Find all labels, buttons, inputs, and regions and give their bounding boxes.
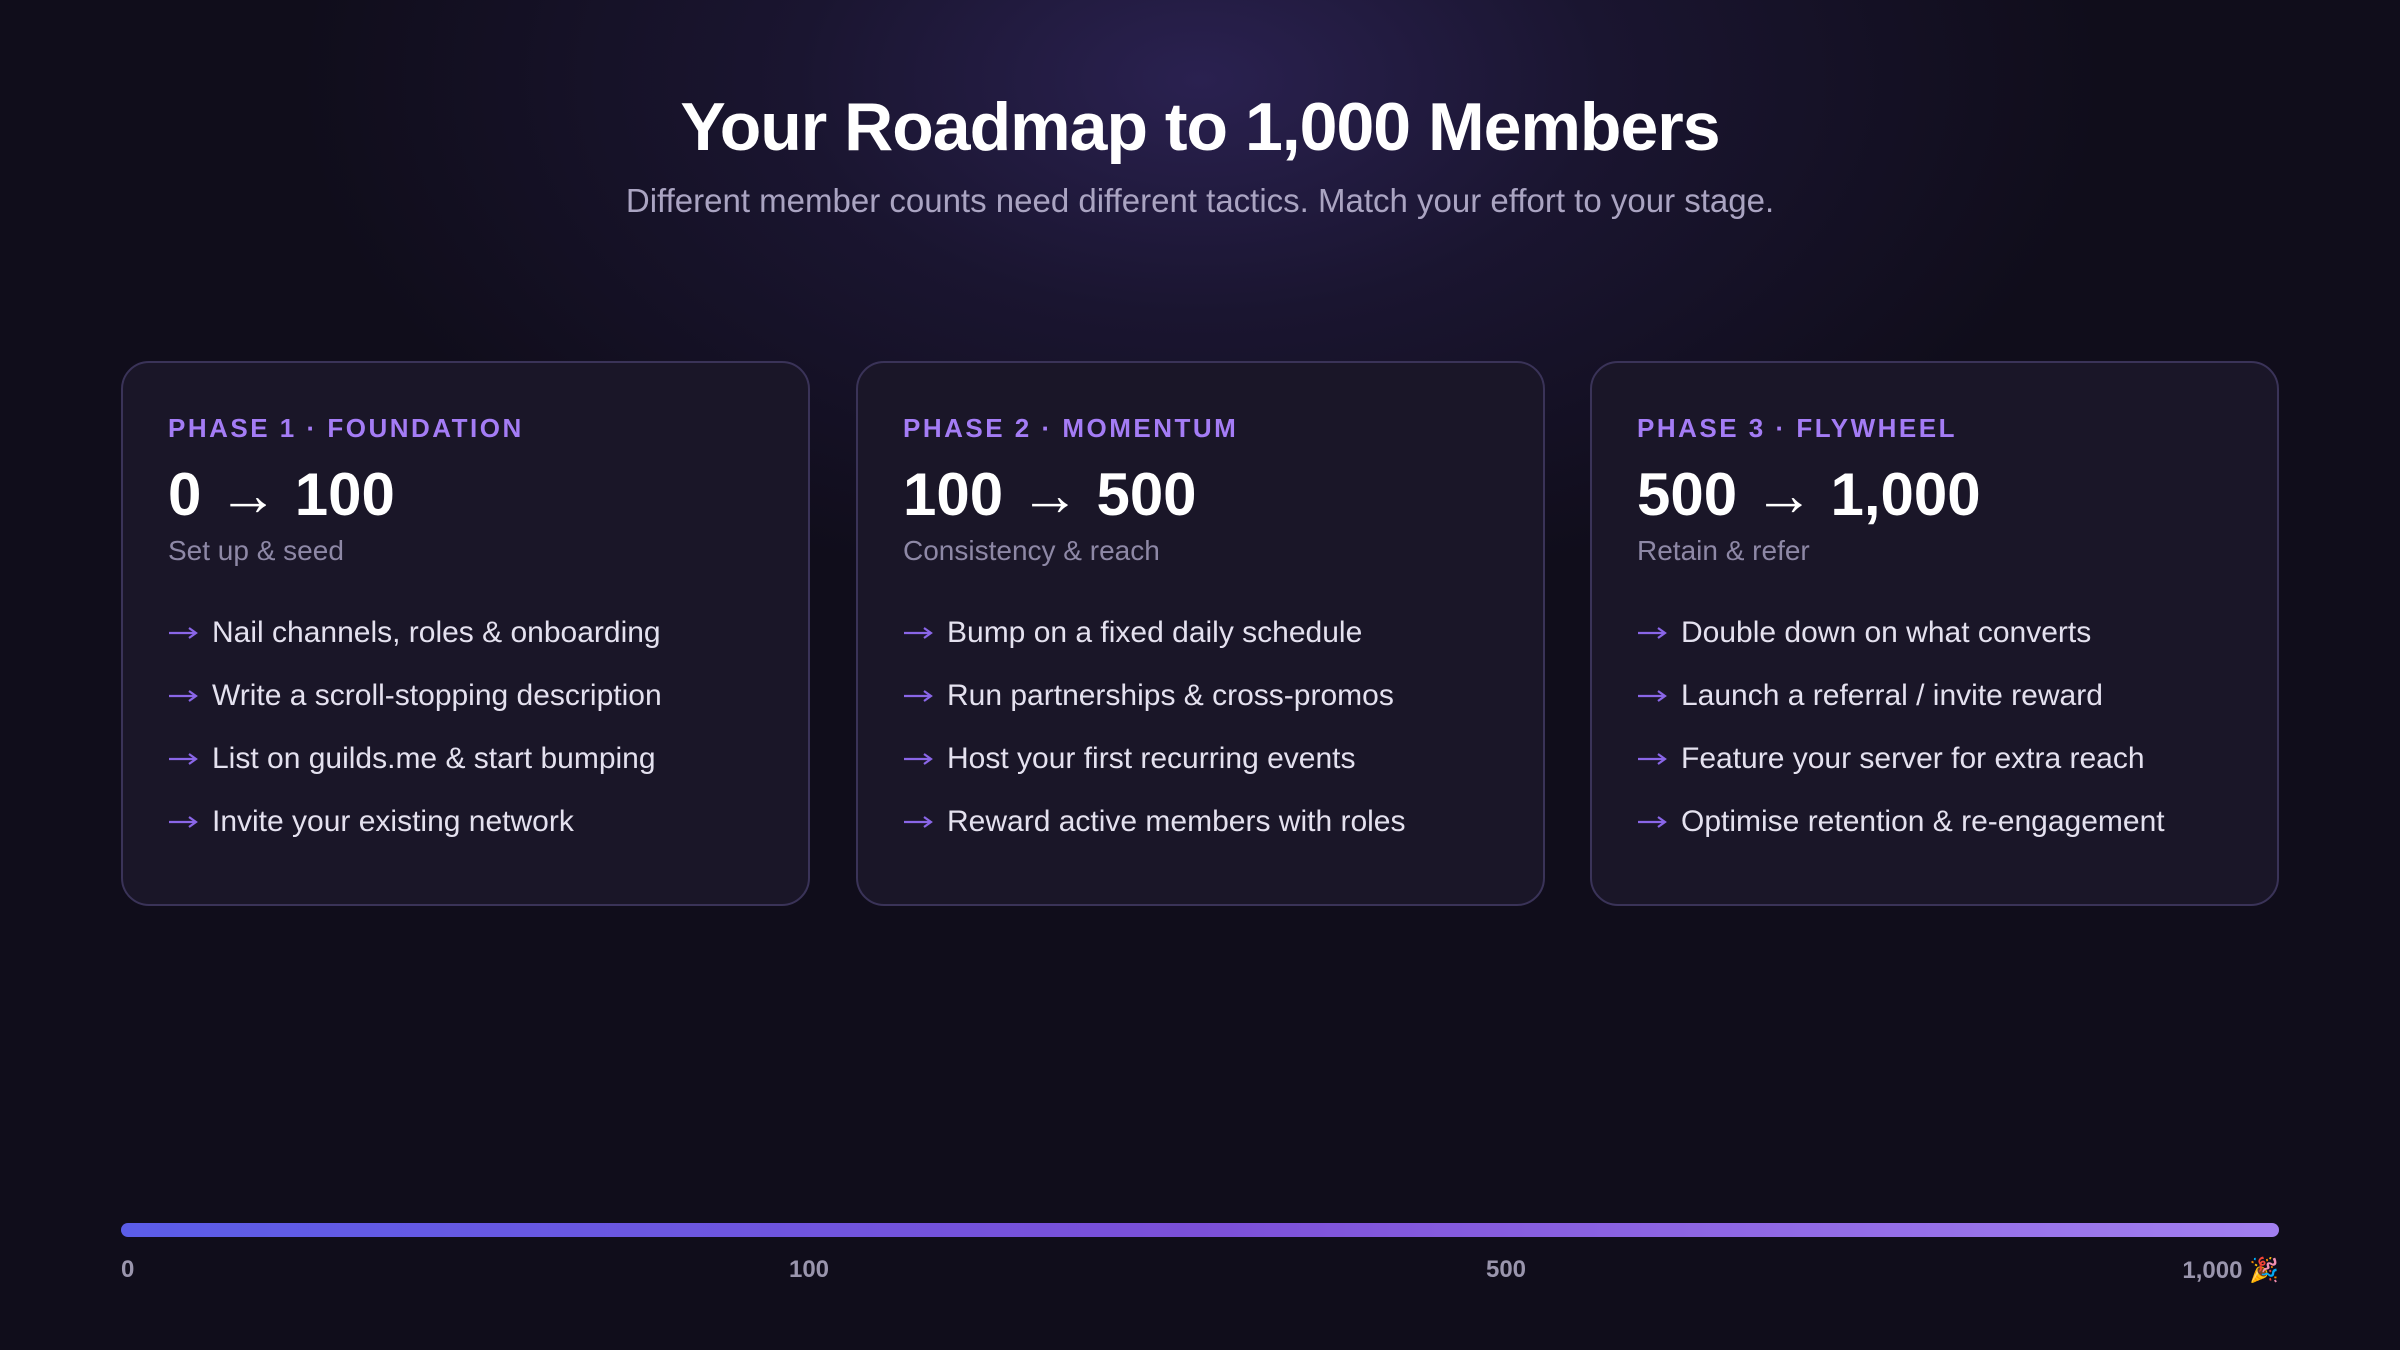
phase-tagline: Consistency & reach xyxy=(903,535,1160,566)
tactic-item: Optimise retention & re-engagement xyxy=(1637,790,2232,853)
arrow-icon xyxy=(169,752,198,765)
tactic-text: Host your first recurring events xyxy=(947,741,1356,775)
tactic-item: Bump on a fixed daily schedule xyxy=(903,601,1498,664)
arrow-icon xyxy=(1638,689,1667,702)
phase-range: 500 → 1,000 xyxy=(1637,461,1981,528)
arrow-icon xyxy=(1638,752,1667,765)
phase-label: PHASE 2 · MOMENTUM xyxy=(903,413,1239,443)
arrow-icon xyxy=(169,626,198,639)
arrow-icon xyxy=(904,689,933,702)
tactic-text: Feature your server for extra reach xyxy=(1681,741,2145,775)
tactic-item: Write a scroll-stopping description xyxy=(168,664,763,727)
tactic-item: Launch a referral / invite reward xyxy=(1637,664,2232,727)
phase-label: PHASE 1 · FOUNDATION xyxy=(168,413,524,443)
tactic-text: Nail channels, roles & onboarding xyxy=(212,615,661,649)
subtitle: Different member counts need different t… xyxy=(625,182,1775,219)
tactic-item: Double down on what converts xyxy=(1637,601,2232,664)
phase-tagline: Set up & seed xyxy=(168,535,344,566)
tactic-item: Feature your server for extra reach xyxy=(1637,727,2232,790)
arrow-icon xyxy=(169,689,198,702)
progress-tick-label: 0 xyxy=(121,1256,135,1283)
tactic-text: Invite your existing network xyxy=(212,804,574,838)
tactic-item: Run partnerships & cross-promos xyxy=(903,664,1498,727)
tactic-item: Invite your existing network xyxy=(168,790,763,853)
tactic-text: Launch a referral / invite reward xyxy=(1681,678,2103,712)
tactic-text: List on guilds.me & start bumping xyxy=(212,741,656,775)
phase-range: 0 → 100 xyxy=(168,461,395,528)
progress-bar xyxy=(121,1223,2279,1237)
tactic-text: Write a scroll-stopping description xyxy=(212,678,662,712)
phase-card: PHASE 1 · FOUNDATION 0 → 100 Set up & seed… xyxy=(121,361,810,906)
phase-tagline: Retain & refer xyxy=(1637,535,1810,566)
arrow-icon xyxy=(1638,626,1667,639)
tactic-list: Nail channels, roles & onboarding Write a… xyxy=(168,601,763,853)
tactic-item: Nail channels, roles & onboarding xyxy=(168,601,763,664)
tactic-item: Reward active members with roles xyxy=(903,790,1498,853)
phase-card: PHASE 2 · MOMENTUM 100 → 500 Consistency &… xyxy=(856,361,1545,906)
arrow-icon xyxy=(904,815,933,828)
tactic-item: Host your first recurring events xyxy=(903,727,1498,790)
phase-range: 100 → 500 xyxy=(903,461,1197,528)
tactic-text: Optimise retention & re-engagement xyxy=(1681,804,2165,838)
tactic-item: List on guilds.me & start bumping xyxy=(168,727,763,790)
tactic-text: Double down on what converts xyxy=(1681,615,2092,649)
phase-label: PHASE 3 · FLYWHEEL xyxy=(1637,413,1957,443)
tactic-text: Bump on a fixed daily schedule xyxy=(947,615,1363,649)
arrow-icon xyxy=(904,626,933,639)
phase-card: PHASE 3 · FLYWHEEL 500 → 1,000 Retain & re… xyxy=(1590,361,2279,906)
progress-tick-label: 100 xyxy=(788,1256,830,1283)
arrow-icon xyxy=(904,752,933,765)
tactic-list: Bump on a fixed daily schedule Run partne… xyxy=(903,601,1498,853)
tactic-text: Run partnerships & cross-promos xyxy=(947,678,1394,712)
progress-tick-label: 500 xyxy=(1485,1256,1527,1283)
progress-tick-label: 1,000 🎉 xyxy=(2182,1257,2279,1284)
tactic-list: Double down on what converts Launch a ref… xyxy=(1637,601,2232,853)
title: Your Roadmap to 1,000 Members xyxy=(680,89,1720,165)
tactic-text: Reward active members with roles xyxy=(947,804,1406,838)
arrow-icon xyxy=(169,815,198,828)
arrow-icon xyxy=(1638,815,1667,828)
